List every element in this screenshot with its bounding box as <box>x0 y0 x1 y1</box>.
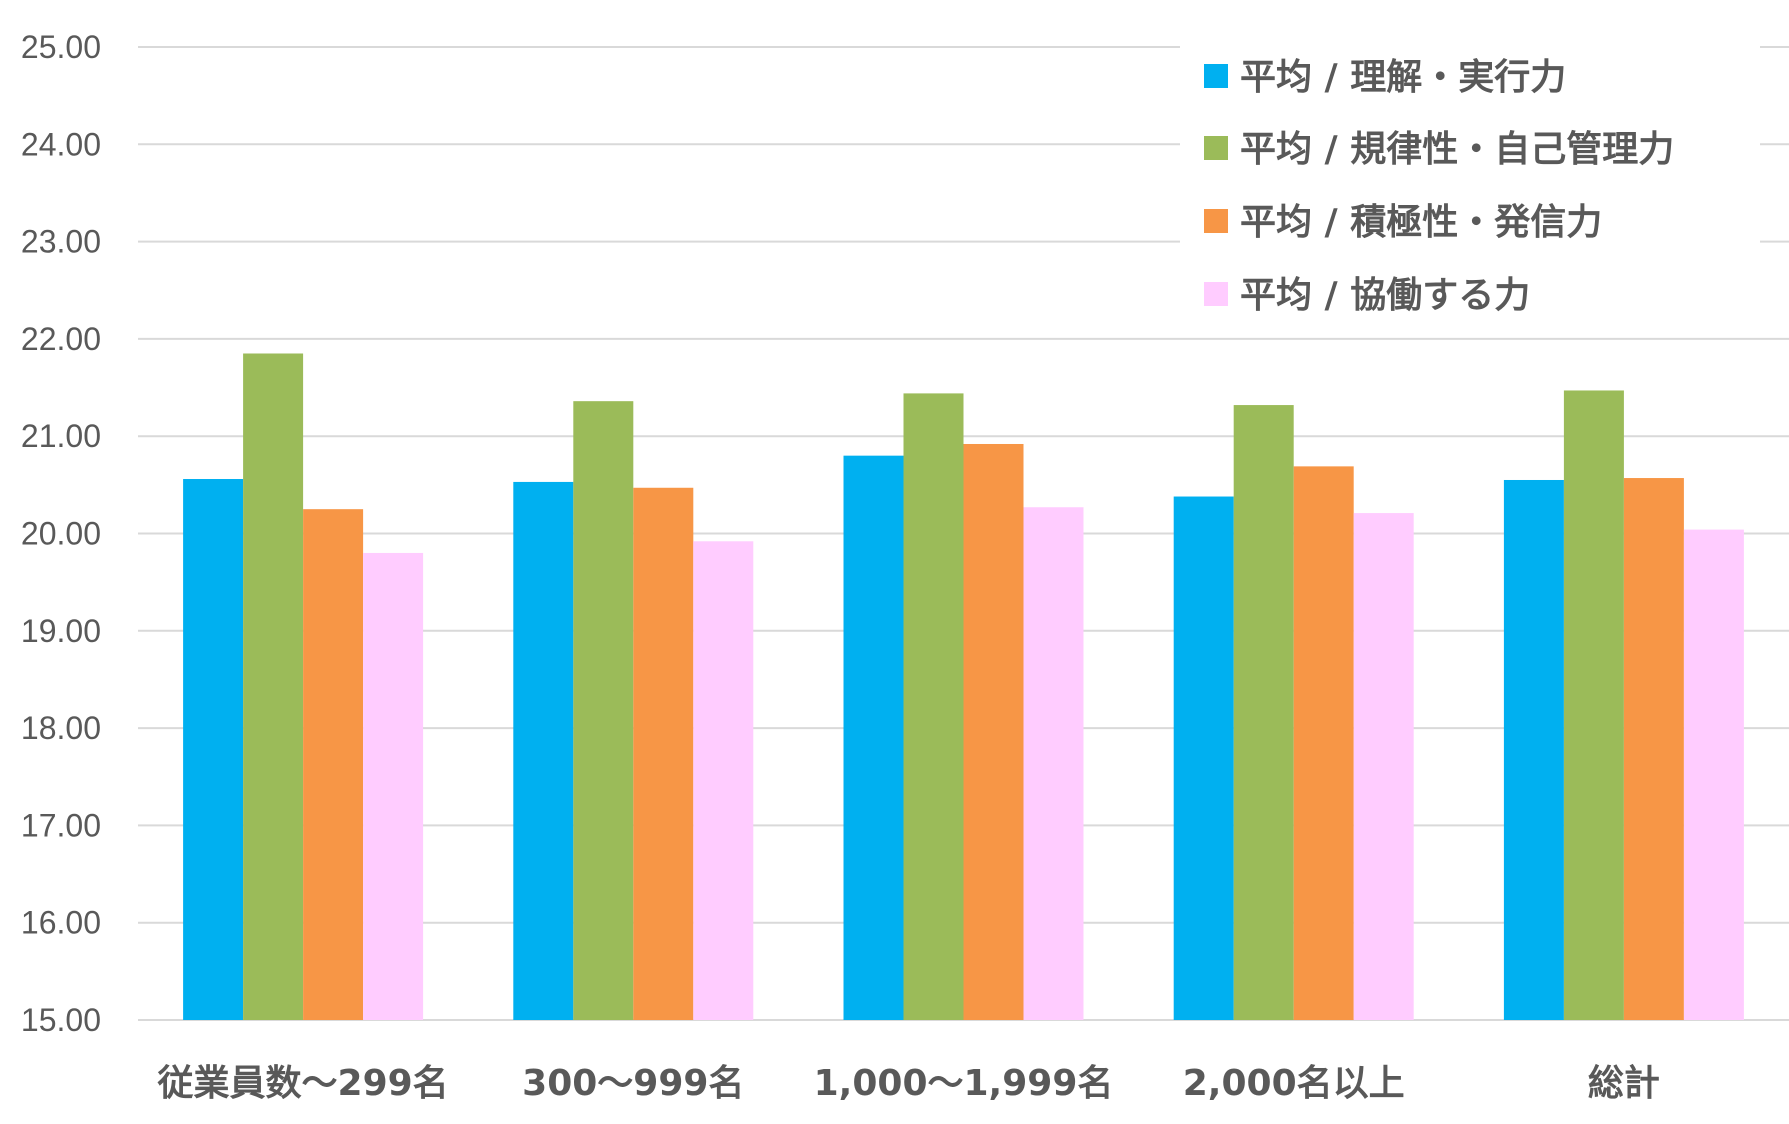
y-tick-label: 17.00 <box>21 807 101 843</box>
legend-swatch <box>1204 136 1228 160</box>
bar <box>1233 405 1294 1021</box>
x-tick-label: 300～999名 <box>522 1063 744 1104</box>
bar <box>1353 513 1414 1020</box>
y-tick-label: 20.00 <box>21 516 101 552</box>
legend-label: 平均 / 協働する力 <box>1240 275 1530 316</box>
legend-label: 平均 / 積極性・発信力 <box>1240 202 1602 243</box>
x-tick-label: 1,000～1,999名 <box>814 1063 1114 1104</box>
bar <box>903 393 964 1020</box>
x-tick-label: 2,000名以上 <box>1183 1063 1405 1104</box>
bar <box>513 481 574 1020</box>
bar <box>693 541 754 1020</box>
bar <box>1623 478 1684 1020</box>
bar <box>1023 507 1084 1020</box>
bar <box>243 353 304 1020</box>
legend-swatch <box>1204 282 1228 306</box>
x-tick-label: 従業員数～299名 <box>157 1063 449 1104</box>
bar <box>363 552 424 1020</box>
y-tick-label: 22.00 <box>21 321 101 357</box>
y-axis: 15.00 16.00 17.00 18.00 19.00 20.00 21.00 22.00… <box>21 29 101 1038</box>
y-tick-label: 24.00 <box>21 126 101 162</box>
y-tick-label: 25.00 <box>21 29 101 65</box>
bar <box>1563 390 1624 1020</box>
x-tick-label: 総計 <box>1588 1063 1660 1104</box>
y-tick-label: 19.00 <box>21 613 101 649</box>
bar <box>963 443 1024 1020</box>
y-tick-label: 21.00 <box>21 418 101 454</box>
bar <box>1683 529 1744 1020</box>
bar <box>183 479 244 1021</box>
legend-background <box>1180 40 1760 330</box>
y-tick-label: 18.00 <box>21 710 101 746</box>
y-tick-label: 16.00 <box>21 905 101 941</box>
y-tick-label: 23.00 <box>21 224 101 260</box>
bar <box>1293 466 1354 1020</box>
x-axis: 従業員数～299名 300～999名 1,000～1,999名 2,000名以上 総計 <box>157 1063 1660 1104</box>
bar <box>1173 496 1234 1020</box>
bar <box>843 455 904 1020</box>
bar <box>633 487 694 1020</box>
bars <box>183 353 1744 1021</box>
legend-swatch <box>1204 64 1228 88</box>
bar <box>1503 479 1564 1020</box>
bar <box>303 509 364 1020</box>
legend-label: 平均 / 理解・実行力 <box>1240 57 1566 98</box>
legend-label: 平均 / 規律性・自己管理力 <box>1240 129 1674 170</box>
legend-swatch <box>1204 209 1228 233</box>
y-tick-label: 15.00 <box>21 1002 101 1038</box>
bar <box>573 401 634 1020</box>
